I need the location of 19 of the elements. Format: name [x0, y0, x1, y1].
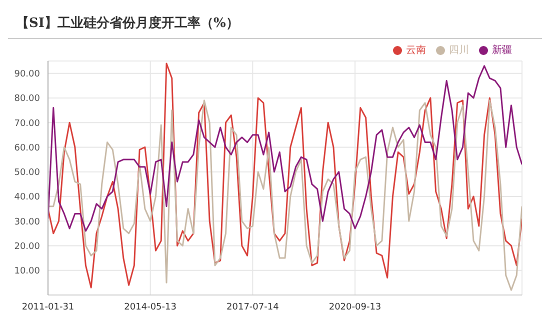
y-tick-label: 70.00: [14, 118, 40, 129]
y-tick-label: 50.00: [14, 168, 40, 178]
legend-label: 云南: [406, 45, 426, 56]
x-tick-label: 2011-01-31: [22, 302, 74, 312]
legend-label: 新疆: [492, 45, 512, 56]
legend-label: 四川: [449, 45, 469, 56]
x-tick-label: 2014-05-13: [124, 302, 176, 312]
y-tick-label: 60.00: [14, 143, 40, 154]
y-tick-label: 40.00: [14, 192, 40, 203]
line-series: [48, 65, 522, 232]
y-tick-label: 90.00: [14, 70, 40, 80]
y-tick-label: 30.00: [14, 217, 40, 228]
y-tick-label: 20.00: [14, 242, 40, 252]
x-tick-label: 2017-07-14: [226, 302, 280, 312]
y-tick-label: 10.00: [14, 266, 40, 277]
chart-title: 【SI】工业硅分省份月度开工率（%）: [8, 8, 542, 39]
y-tick-label: 80.00: [14, 94, 40, 104]
line-series: [48, 100, 522, 291]
x-tick-label: 2020-09-13: [328, 302, 382, 312]
